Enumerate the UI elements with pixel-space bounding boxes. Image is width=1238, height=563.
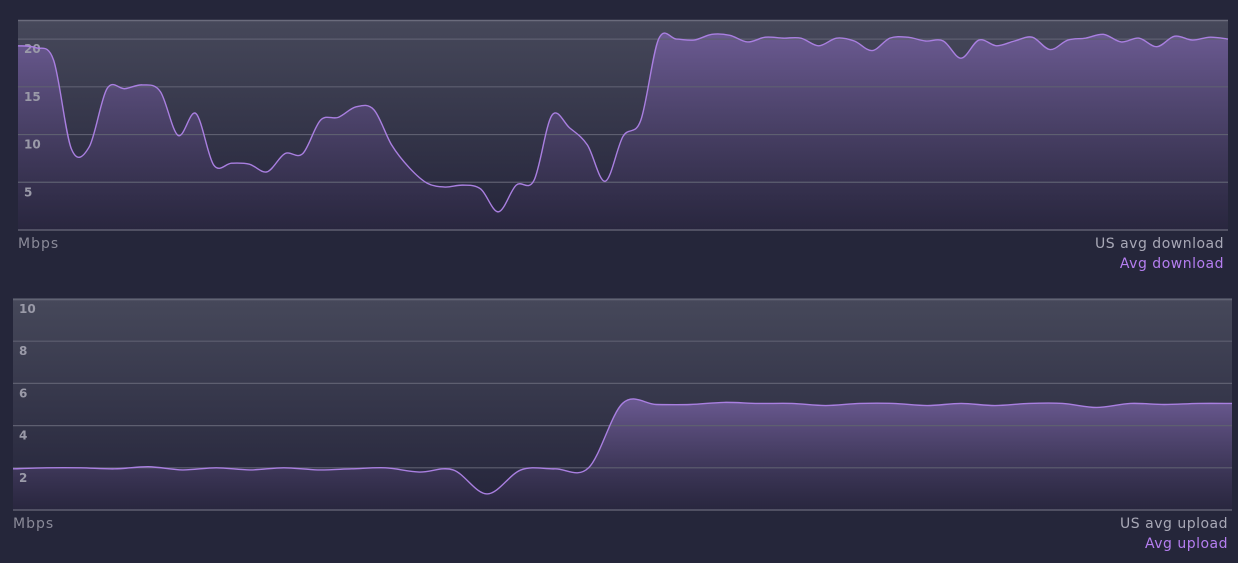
y-tick-label: 5 — [24, 185, 32, 199]
y-tick-label: 8 — [19, 344, 27, 358]
series-area-fill — [13, 398, 1232, 510]
series-line — [12, 398, 1233, 495]
y-tick-label: 6 — [19, 386, 27, 400]
series-line — [17, 32, 1229, 213]
legend-us-avg-upload: US avg upload — [1120, 516, 1228, 532]
download-unit-label: Mbps — [18, 236, 60, 252]
legend-us-avg-download: US avg download — [1095, 236, 1224, 252]
legend-avg-upload: Avg upload — [1144, 536, 1228, 552]
y-tick-label: 4 — [19, 429, 27, 443]
series-area-fill — [18, 33, 1228, 230]
y-tick-label: 10 — [19, 302, 36, 316]
y-tick-label: 15 — [24, 90, 41, 104]
legend-avg-download: Avg download — [1119, 256, 1224, 272]
y-tick-label: 10 — [24, 138, 41, 152]
y-tick-label: 20 — [24, 42, 41, 56]
y-tick-label: 2 — [19, 471, 27, 485]
upload-unit-label: Mbps — [13, 516, 55, 532]
